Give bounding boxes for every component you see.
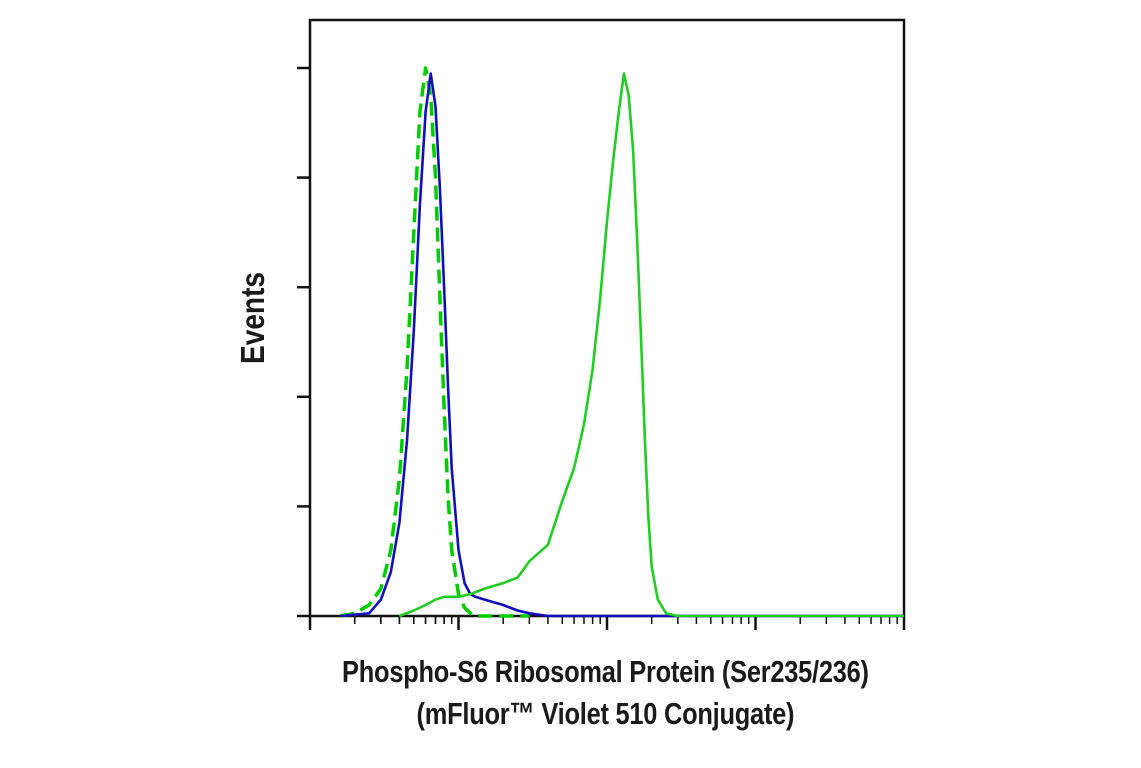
axes-group — [297, 18, 906, 630]
y-axis-label-text: Events — [234, 272, 271, 364]
series-line-1 — [339, 66, 530, 618]
series-line-2 — [340, 72, 904, 618]
series-line-3 — [398, 72, 904, 618]
series-group — [339, 66, 904, 618]
x-axis-label-line-1: Phospho-S6 Ribosomal Protein (Ser235/236… — [342, 654, 869, 689]
x-axis-label-line-2: (mFluor™ Violet 510 Conjugate) — [416, 696, 795, 731]
